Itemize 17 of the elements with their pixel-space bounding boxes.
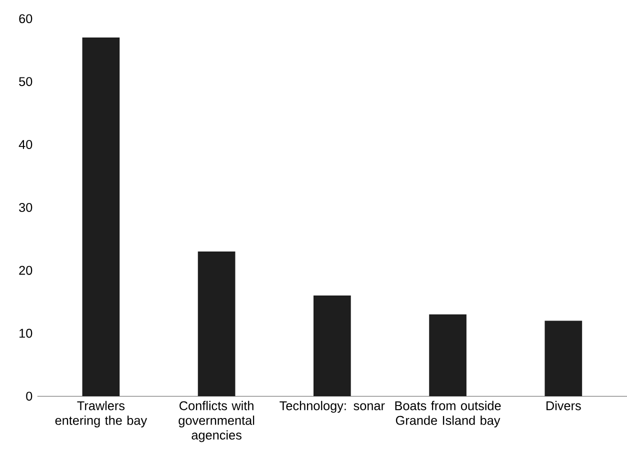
x-tick-label: Conflicts with governmental agencies [178, 401, 254, 442]
bar [198, 252, 236, 396]
y-tick-label: 30 [19, 203, 32, 212]
x-tick-label: Trawlers entering the bay [55, 401, 148, 428]
y-tick-label: 60 [19, 14, 32, 24]
y-tick-label: 20 [19, 266, 32, 276]
bar [544, 320, 582, 396]
bar [429, 314, 466, 396]
bar [82, 38, 120, 396]
y-tick-label: 40 [18, 140, 32, 150]
bar [314, 296, 351, 396]
x-tick-label: Technology: sonar [280, 401, 385, 413]
y-tick-label: 0 [26, 392, 32, 401]
x-tick-label: Boats from outside Grande Island bay [395, 401, 501, 428]
x-tick-label: Divers [546, 401, 581, 410]
y-tick-label: 50 [19, 77, 32, 86]
y-tick-label: 10 [20, 329, 32, 338]
